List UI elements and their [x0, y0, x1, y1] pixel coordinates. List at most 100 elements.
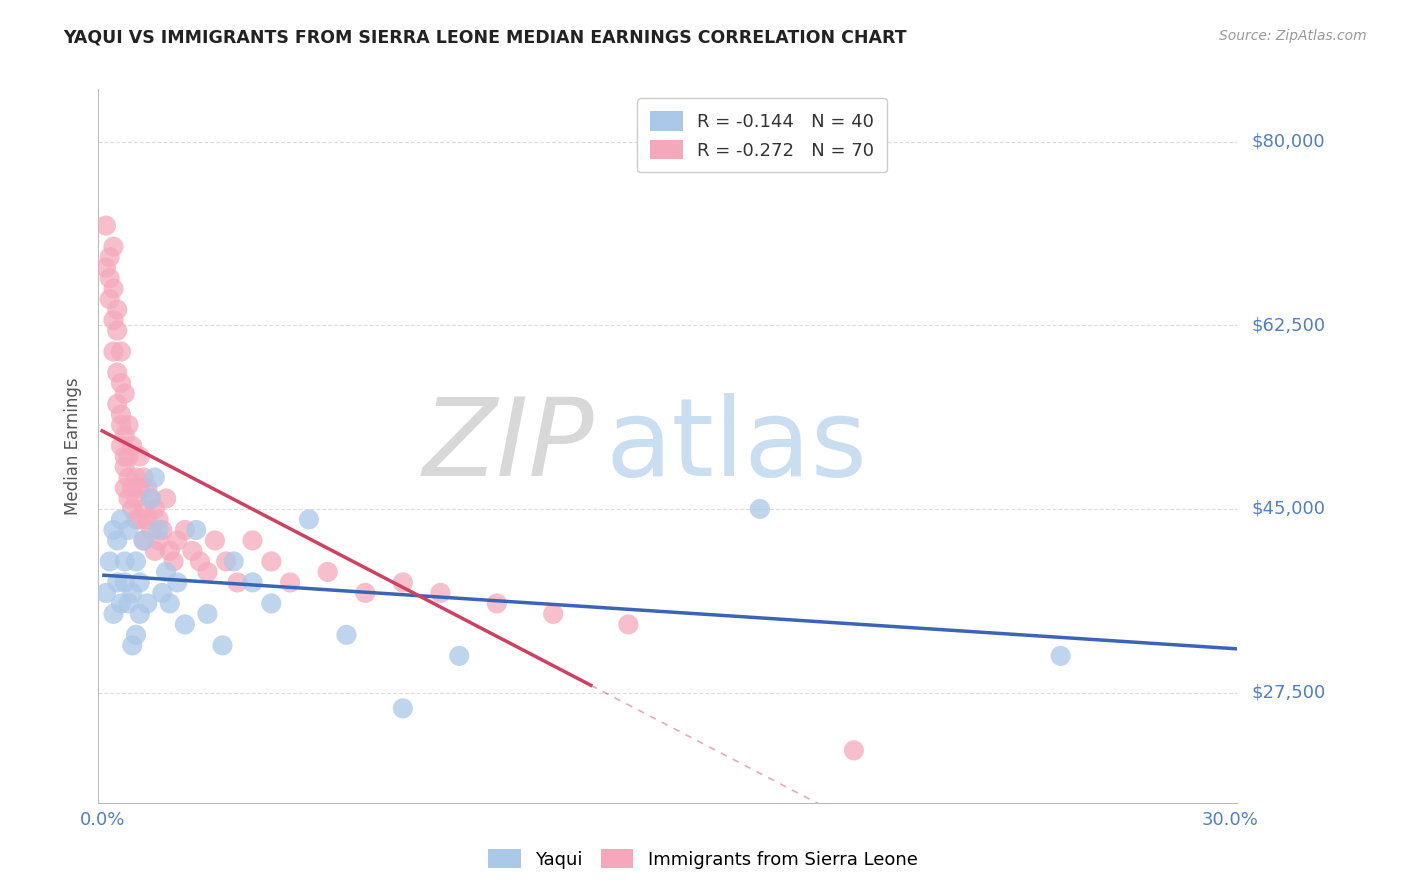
Point [392, 701, 415, 715]
Point [188, 554, 211, 568]
Legend: R = -0.144   N = 40, R = -0.272   N = 70: R = -0.144 N = 40, R = -0.272 N = 70 [637, 98, 887, 172]
Point [132, 470, 155, 484]
Point [110, 376, 132, 390]
Point [103, 313, 125, 327]
Point [748, 502, 770, 516]
Point [125, 470, 148, 484]
Point [197, 607, 219, 621]
Point [105, 302, 128, 317]
Point [197, 565, 219, 579]
Point [105, 324, 128, 338]
Point [128, 575, 150, 590]
Point [159, 596, 181, 610]
Point [103, 239, 125, 253]
Point [181, 544, 204, 558]
Point [114, 575, 136, 590]
Point [136, 512, 159, 526]
Text: ZIP: ZIP [422, 393, 593, 499]
Point [105, 366, 128, 380]
Point [98, 250, 121, 264]
Point [98, 554, 121, 568]
Point [139, 491, 162, 506]
Point [117, 470, 139, 484]
Point [132, 533, 155, 548]
Point [617, 617, 640, 632]
Point [211, 639, 233, 653]
Point [148, 523, 170, 537]
Legend: Yaqui, Immigrants from Sierra Leone: Yaqui, Immigrants from Sierra Leone [481, 842, 925, 876]
Point [125, 628, 148, 642]
Point [143, 470, 166, 484]
Text: $45,000: $45,000 [1251, 500, 1326, 518]
Point [150, 523, 173, 537]
Point [204, 533, 226, 548]
Point [143, 502, 166, 516]
Point [117, 491, 139, 506]
Point [316, 565, 339, 579]
Point [215, 554, 238, 568]
Point [541, 607, 564, 621]
Point [117, 523, 139, 537]
Point [242, 575, 264, 590]
Point [94, 219, 117, 233]
Point [166, 575, 188, 590]
Point [94, 586, 117, 600]
Point [114, 460, 136, 475]
Point [155, 491, 177, 506]
Y-axis label: Median Earnings: Median Earnings [65, 377, 83, 515]
Point [114, 386, 136, 401]
Point [132, 533, 155, 548]
Point [148, 512, 170, 526]
Point [136, 596, 159, 610]
Point [260, 596, 283, 610]
Point [114, 428, 136, 442]
Point [121, 502, 143, 516]
Point [117, 450, 139, 464]
Point [260, 554, 283, 568]
Point [103, 282, 125, 296]
Point [121, 439, 143, 453]
Point [128, 481, 150, 495]
Point [222, 554, 245, 568]
Point [159, 544, 181, 558]
Point [166, 533, 188, 548]
Point [125, 554, 148, 568]
Point [186, 523, 208, 537]
Point [143, 544, 166, 558]
Text: $27,500: $27,500 [1251, 683, 1326, 702]
Point [136, 481, 159, 495]
Point [139, 523, 162, 537]
Point [298, 512, 321, 526]
Point [148, 533, 170, 548]
Text: YAQUI VS IMMIGRANTS FROM SIERRA LEONE MEDIAN EARNINGS CORRELATION CHART: YAQUI VS IMMIGRANTS FROM SIERRA LEONE ME… [63, 29, 907, 46]
Point [335, 628, 357, 642]
Point [242, 533, 264, 548]
Point [173, 617, 195, 632]
Point [105, 397, 128, 411]
Point [226, 575, 249, 590]
Point [485, 596, 508, 610]
Point [449, 648, 471, 663]
Text: $62,500: $62,500 [1251, 317, 1326, 334]
Point [98, 271, 121, 285]
Point [94, 260, 117, 275]
Text: Source: ZipAtlas.com: Source: ZipAtlas.com [1219, 29, 1367, 43]
Point [125, 512, 148, 526]
Point [103, 344, 125, 359]
Point [121, 639, 143, 653]
Point [150, 586, 173, 600]
Point [132, 502, 155, 516]
Point [103, 523, 125, 537]
Point [1049, 648, 1071, 663]
Point [98, 292, 121, 306]
Point [105, 533, 128, 548]
Point [155, 565, 177, 579]
Point [110, 344, 132, 359]
Point [392, 575, 415, 590]
Point [162, 554, 184, 568]
Point [103, 607, 125, 621]
Point [173, 523, 195, 537]
Point [128, 607, 150, 621]
Point [110, 439, 132, 453]
Point [110, 417, 132, 432]
